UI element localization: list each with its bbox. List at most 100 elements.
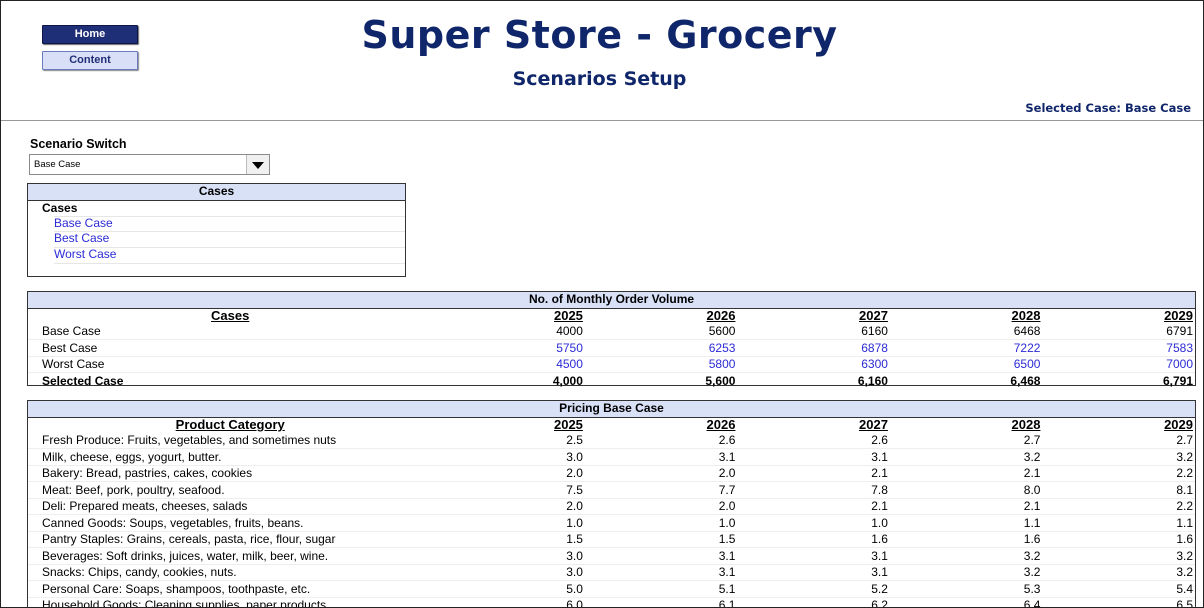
- selected-case-indicator: Selected Case: Base Case: [1025, 101, 1191, 115]
- cell-value: 2.1: [737, 497, 890, 515]
- page-title: Super Store - Grocery: [361, 13, 838, 57]
- pricing-table: Pricing Base Case Product Category 2025 …: [27, 400, 1196, 607]
- cell-value: 7.7: [584, 481, 738, 498]
- cell-value: 4,000: [432, 372, 585, 389]
- cell-value: 3.2: [889, 563, 1043, 581]
- scenario-switch-label: Scenario Switch: [30, 137, 127, 151]
- row-label: Bakery: Bread, pastries, cakes, cookies: [28, 464, 433, 482]
- cell-value: 2.6: [718, 433, 736, 448]
- table-row: Bakery: Bread, pastries, cakes, cookies …: [28, 464, 1195, 482]
- table-row: Deli: Prepared meats, cheeses, salads 2.…: [28, 497, 1195, 515]
- table-row: Meat: Beef, pork, poultry, seafood. 7.5 …: [28, 481, 1195, 498]
- cell-value: 3.2: [1042, 547, 1195, 564]
- order-volume-title: No. of Monthly Order Volume: [28, 292, 1195, 309]
- cell-value: 1.0: [584, 514, 738, 531]
- cell-value: 1.0: [432, 514, 585, 531]
- chevron-down-icon[interactable]: [246, 155, 269, 174]
- table-row: Fresh Produce: Fruits, vegetables, and s…: [28, 433, 1195, 449]
- input-cell[interactable]: 4500: [432, 355, 585, 373]
- row-label: Base Case: [42, 324, 101, 339]
- cases-divider: [54, 263, 405, 264]
- cell-value: 5.1: [584, 580, 738, 597]
- cell-value: 7.8: [737, 481, 890, 498]
- cell-value: 6791: [1166, 324, 1193, 339]
- input-cell[interactable]: 6878: [737, 339, 890, 356]
- cases-divider: [54, 247, 405, 248]
- table-row: Beverages: Soft drinks, juices, water, m…: [28, 547, 1195, 564]
- scenario-switch-dropdown[interactable]: Base Case: [29, 154, 270, 175]
- cell-value: 6.5: [1042, 596, 1195, 607]
- row-label: Meat: Beef, pork, poultry, seafood.: [28, 481, 433, 498]
- row-label: Selected Case: [28, 372, 433, 389]
- cell-value: 2.0: [584, 464, 738, 482]
- column-header-year: 2029: [1164, 417, 1193, 433]
- table-row: Canned Goods: Soups, vegetables, fruits,…: [28, 514, 1195, 531]
- cell-value: 3.1: [737, 448, 890, 465]
- cell-value: 2.2: [1042, 497, 1195, 515]
- cell-value: 6,468: [889, 372, 1043, 389]
- home-button[interactable]: Home: [42, 25, 138, 44]
- row-label: Personal Care: Soaps, shampoos, toothpas…: [28, 580, 433, 597]
- content-button[interactable]: Content: [42, 51, 138, 70]
- table-row: Worst Case 4500 5800 6300 6500 7000: [28, 355, 1195, 373]
- page-subtitle: Scenarios Setup: [512, 68, 687, 90]
- cell-value: 2.0: [584, 497, 738, 515]
- input-cell[interactable]: 5800: [584, 355, 738, 373]
- table-row: Household Goods: Cleaning supplies, pape…: [28, 596, 1195, 607]
- cell-value: 6.1: [584, 596, 738, 607]
- cell-value: 3.0: [432, 448, 585, 465]
- cell-value: 7.5: [432, 481, 585, 498]
- cases-divider: [54, 231, 405, 232]
- cell-value: 2.0: [432, 497, 585, 515]
- input-cell[interactable]: 7222: [889, 339, 1043, 356]
- cell-value: 3.1: [737, 547, 890, 564]
- cell-value: 3.0: [432, 563, 585, 581]
- cell-value: 3.2: [1042, 448, 1195, 465]
- table-row: Base Case 4000 5600 6160 6468 6791: [28, 324, 1195, 340]
- case-item-best[interactable]: Best Case: [54, 231, 110, 245]
- cell-value: 6,160: [737, 372, 890, 389]
- case-item-base[interactable]: Base Case: [54, 216, 113, 230]
- input-cell[interactable]: 6253: [584, 339, 738, 356]
- column-header-year: 2027: [859, 417, 888, 433]
- cell-value: 6160: [861, 324, 888, 339]
- order-volume-grid: Cases 2025 2026 2027 2028 2029 Base Case…: [28, 308, 1195, 389]
- row-label: Milk, cheese, eggs, yogurt, butter.: [28, 448, 433, 465]
- cell-value: 1.6: [1042, 530, 1195, 548]
- table-row: Selected Case 4,000 5,600 6,160 6,468 6,…: [28, 372, 1195, 389]
- input-cell[interactable]: 6300: [737, 355, 890, 373]
- cell-value: 3.2: [1042, 563, 1195, 581]
- input-cell[interactable]: 7000: [1042, 355, 1195, 373]
- cell-value: 2.1: [889, 497, 1043, 515]
- table-row: Pantry Staples: Grains, cereals, pasta, …: [28, 530, 1195, 548]
- cell-value: 8.0: [889, 481, 1043, 498]
- input-cell[interactable]: 7583: [1042, 339, 1195, 356]
- table-row: Best Case 5750 6253 6878 7222 7583: [28, 339, 1195, 356]
- cell-value: 6.4: [889, 596, 1043, 607]
- column-header-year: 2025: [553, 417, 583, 433]
- column-header-year: 2029: [1164, 308, 1193, 324]
- cell-value: 2.7: [1023, 433, 1041, 448]
- cell-value: 1.6: [737, 530, 890, 548]
- table-header-row: Cases 2025 2026 2027 2028 2029: [28, 308, 1195, 324]
- input-cell[interactable]: 5750: [432, 339, 585, 356]
- input-cell[interactable]: 6500: [889, 355, 1043, 373]
- column-header-year: 2028: [1011, 308, 1041, 324]
- cell-value: 1.5: [584, 530, 738, 548]
- row-label: Fresh Produce: Fruits, vegetables, and s…: [42, 433, 337, 448]
- cell-value: 5.3: [889, 580, 1043, 597]
- case-item-worst[interactable]: Worst Case: [54, 247, 117, 261]
- row-label: Beverages: Soft drinks, juices, water, m…: [28, 547, 433, 564]
- column-header-year: 2028: [1011, 417, 1041, 433]
- cell-value: 3.1: [584, 563, 738, 581]
- column-header-year: 2026: [706, 308, 736, 324]
- table-header-row: Product Category 2025 2026 2027 2028 202…: [28, 417, 1195, 433]
- cell-value: 3.1: [584, 547, 738, 564]
- cell-value: 2.5: [566, 433, 583, 448]
- cell-value: 6468: [1013, 324, 1041, 339]
- cell-value: 3.0: [432, 547, 585, 564]
- order-volume-table: No. of Monthly Order Volume Cases 2025 2…: [27, 291, 1196, 389]
- cell-value: 1.6: [889, 530, 1043, 548]
- cell-value: 1.0: [737, 514, 890, 531]
- cases-panel: Cases Cases Base Case Best Case Worst Ca…: [27, 183, 406, 277]
